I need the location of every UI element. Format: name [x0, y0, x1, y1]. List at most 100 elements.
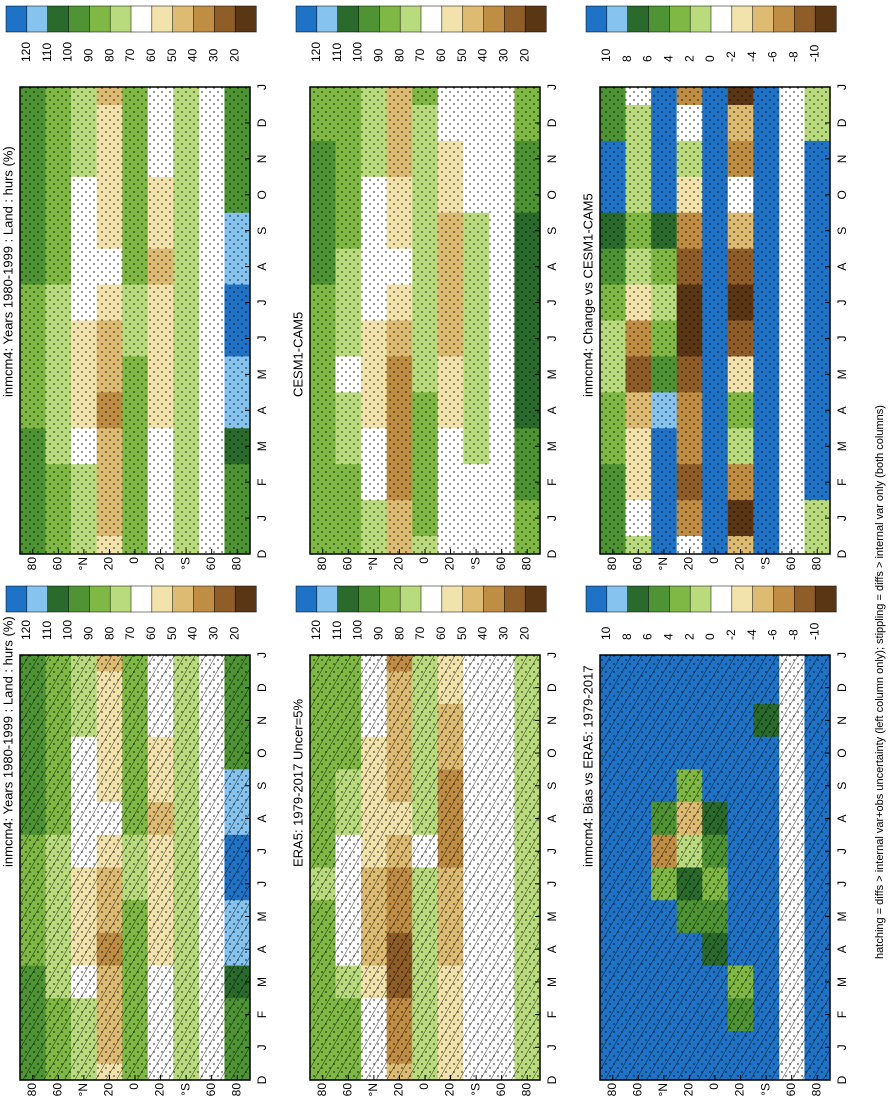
colorbar-block — [731, 5, 754, 33]
y-tick-label: 20 — [102, 1083, 116, 1097]
y-tick-label: 20 — [392, 557, 406, 571]
colorbar-block — [234, 585, 257, 613]
colorbar-label: 110 — [40, 621, 54, 640]
colorbar-label: 80 — [392, 48, 406, 62]
panel-title: inmcm4: Years 1980-1999 : Land : hurs (%… — [0, 616, 15, 867]
x-tick-label: J — [545, 300, 559, 306]
colorbar-label: -6 — [766, 629, 780, 640]
colorbar-label: -8 — [787, 629, 801, 640]
x-tick-label: N — [835, 716, 849, 725]
colorbar-block — [89, 5, 111, 33]
x-tick-label: O — [255, 190, 269, 199]
x-tick-label: A — [545, 814, 559, 822]
colorbar-label: 0 — [703, 633, 717, 640]
y-tick-label: 80 — [519, 1083, 533, 1097]
x-tick-label: J — [835, 515, 849, 521]
colorbar-block — [524, 5, 547, 33]
y-tick-label: 20 — [682, 557, 696, 571]
y-tick-label: °S — [468, 557, 482, 570]
colorbar-label: 120 — [19, 42, 33, 62]
x-tick-label: N — [255, 716, 269, 725]
colorbar-block — [316, 5, 339, 33]
y-tick-label: 60 — [341, 557, 355, 571]
colorbar-label: 70 — [413, 626, 427, 640]
colorbar-label: 40 — [476, 48, 490, 62]
y-tick-label: 80 — [809, 1083, 823, 1097]
colorbar-label: 30 — [497, 626, 511, 640]
x-tick-label: O — [545, 748, 559, 757]
colorbar-label: -4 — [745, 51, 759, 62]
x-tick-label: J — [835, 84, 849, 90]
x-tick-label: M — [255, 977, 269, 987]
stippling — [310, 655, 540, 1080]
colorbar-label: 10 — [599, 48, 613, 62]
colorbar-block — [379, 5, 401, 33]
colorbar-label: 90 — [372, 48, 386, 62]
colorbar-label: 120 — [309, 620, 323, 640]
colorbar-block — [68, 585, 90, 613]
colorbar-label: 80 — [102, 626, 116, 640]
colorbar-label: 40 — [186, 626, 200, 640]
y-tick-label: 60 — [784, 1083, 798, 1097]
colorbar-block — [358, 5, 380, 33]
colorbar-label: 110 — [330, 43, 344, 62]
y-tick-label: 80 — [605, 557, 619, 571]
colorbar-block — [585, 585, 608, 613]
x-tick-label: D — [545, 118, 559, 127]
colorbar-label: -2 — [724, 51, 738, 62]
colorbar-block — [504, 585, 526, 613]
y-tick-label: 60 — [204, 557, 218, 571]
colorbar-block — [214, 5, 236, 33]
y-tick-label: 20 — [102, 557, 116, 571]
colorbar-label: 110 — [330, 621, 344, 640]
colorbar-block — [524, 585, 547, 613]
colorbar-block — [648, 585, 670, 613]
colorbar-label: -10 — [807, 44, 821, 62]
colorbar-block — [109, 585, 132, 613]
colorbar-label: 2 — [682, 633, 696, 640]
x-tick-label: J — [255, 84, 269, 90]
x-tick-label: J — [255, 848, 269, 854]
x-tick-label: D — [835, 118, 849, 127]
x-tick-label: A — [255, 945, 269, 953]
x-tick-label: J — [255, 300, 269, 306]
x-tick-label: O — [255, 748, 269, 757]
y-tick-label: 20 — [443, 557, 457, 571]
panel-title: inmcm4: Years 1980-1999 : Land : hurs (%… — [0, 146, 15, 397]
x-tick-label: M — [255, 369, 269, 379]
colorbar-block — [234, 5, 257, 33]
colorbar-block — [483, 5, 505, 33]
colorbar-block — [420, 5, 443, 33]
x-tick-label: M — [545, 912, 559, 922]
x-tick-label: S — [545, 782, 559, 790]
y-tick-label: 60 — [631, 557, 645, 571]
y-tick-label: 0 — [707, 1083, 721, 1090]
x-tick-label: J — [835, 848, 849, 854]
x-tick-label: D — [255, 549, 269, 558]
colorbar-block — [689, 5, 712, 33]
colorbar-block — [358, 585, 380, 613]
x-tick-label: J — [835, 1044, 849, 1050]
x-tick-label: J — [255, 515, 269, 521]
y-tick-label: °S — [758, 557, 772, 570]
y-tick-label: 20 — [392, 1083, 406, 1097]
colorbar-block — [710, 5, 733, 33]
x-tick-label: A — [545, 263, 559, 271]
x-tick-label: D — [545, 1075, 559, 1084]
x-tick-label: J — [545, 84, 559, 90]
y-tick-label: °N — [366, 1083, 380, 1096]
panel-title: inmcm4: Change vs CESM1-CAM5 — [580, 193, 595, 397]
panel-title: CESM1-CAM5 — [290, 312, 305, 397]
y-tick-label: 80 — [519, 557, 533, 571]
x-tick-label: J — [545, 652, 559, 658]
colorbar-block — [47, 585, 70, 613]
colorbar-block — [462, 5, 485, 33]
colorbar-block — [814, 585, 837, 613]
x-tick-label: D — [545, 549, 559, 558]
y-tick-label: 80 — [229, 1083, 243, 1097]
colorbar-label: 100 — [61, 620, 75, 640]
colorbar-label: 20 — [517, 626, 531, 640]
colorbar-block — [5, 585, 28, 613]
x-tick-label: D — [835, 549, 849, 558]
y-tick-label: °S — [468, 1083, 482, 1096]
